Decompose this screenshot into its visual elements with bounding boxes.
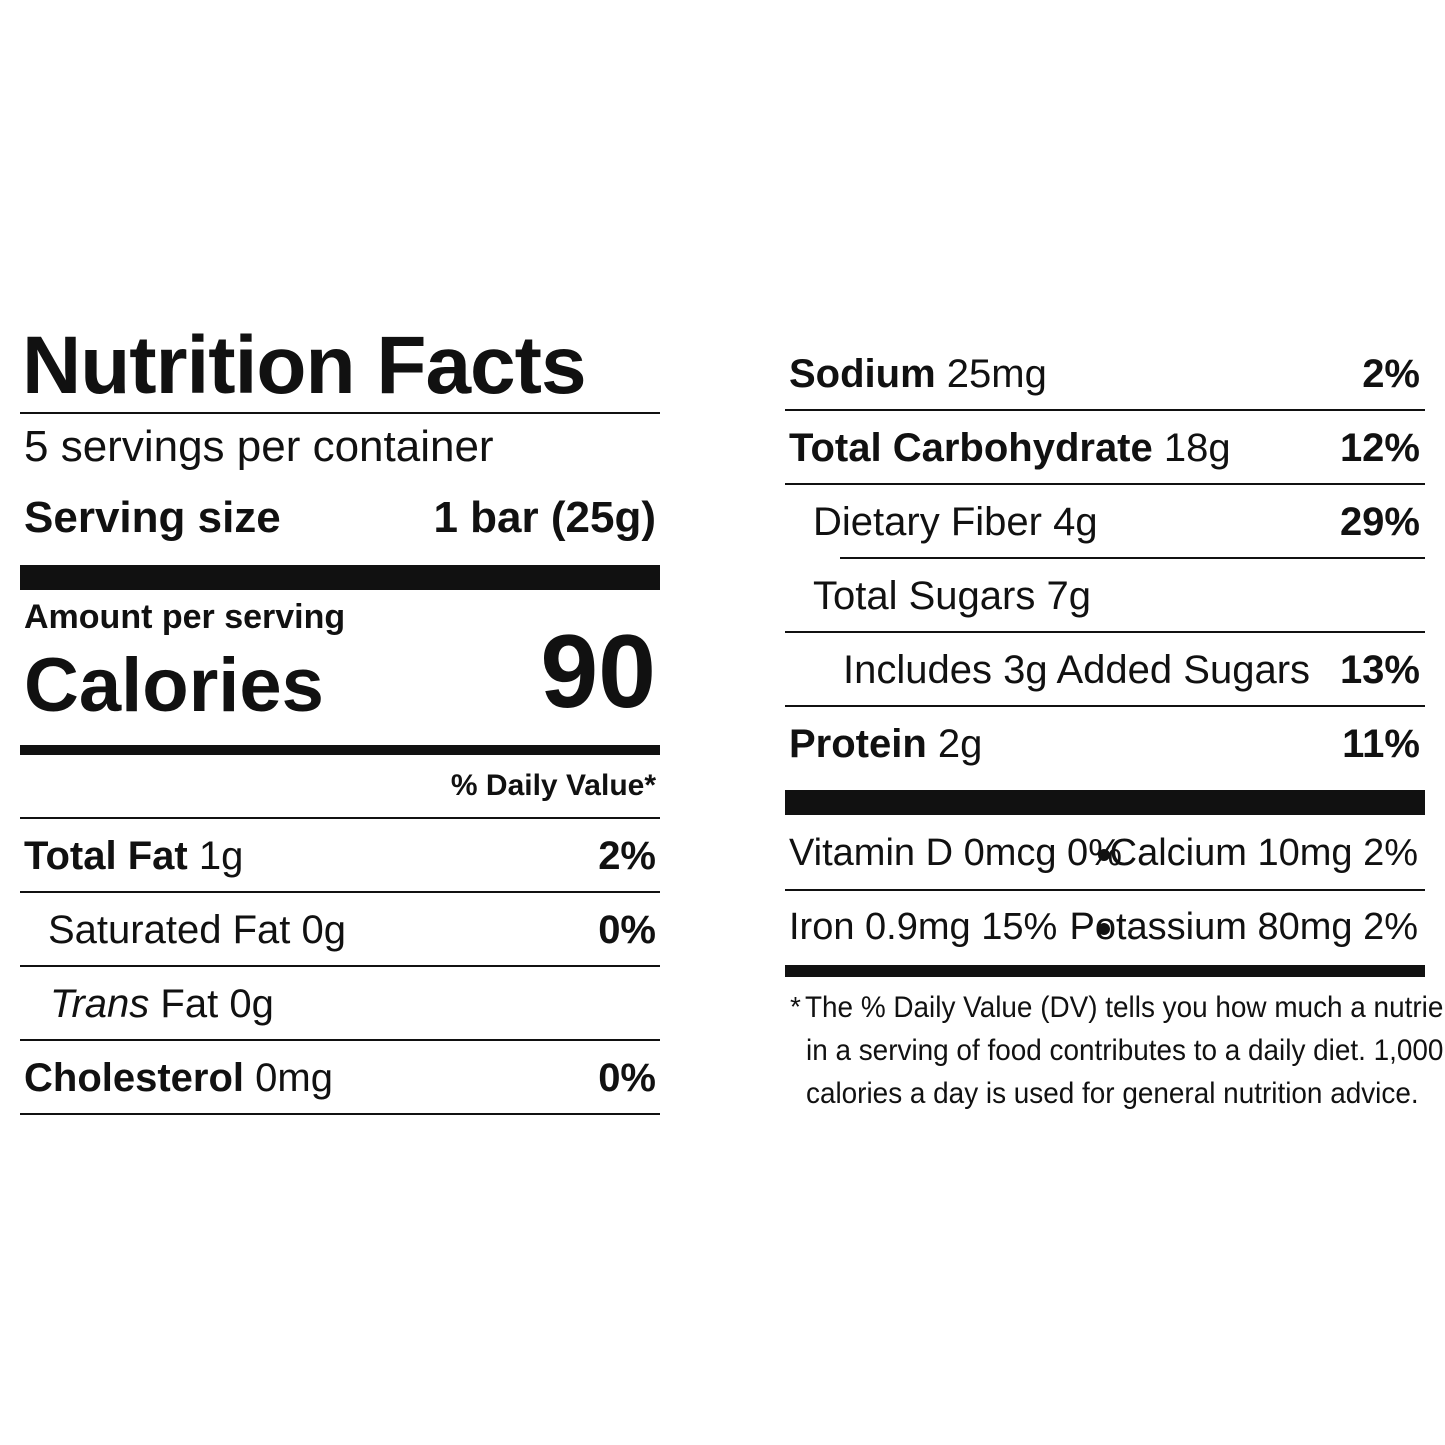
rule — [785, 965, 1425, 977]
nutrient-row: Dietary Fiber 4g 29% — [813, 502, 1420, 542]
nutrient-amount: 7g — [1046, 574, 1091, 618]
nutrient-name: Sodium 25mg — [789, 354, 1047, 394]
nutrient-name: Total Sugars 7g — [813, 576, 1091, 616]
nutrient-dv: 2% — [598, 834, 656, 878]
nutrient-row: Saturated Fat 0g 0% — [48, 910, 656, 950]
nutrient-name: Protein 2g — [789, 724, 982, 764]
nutrient-row: Total Sugars 7g — [813, 576, 1420, 616]
servings: 5 servings per container — [24, 422, 494, 471]
nutrient-amount: 4g — [1053, 500, 1098, 544]
nutrient-name: Total Fat 1g — [24, 836, 243, 876]
nutrient-amount: 0g — [229, 982, 274, 1026]
nutrient-row: Total Carbohydrate 18g 12% — [789, 428, 1420, 468]
nutrient-name-text: Total Fat — [24, 834, 188, 878]
dv-header: % Daily Value* — [450, 769, 656, 802]
footnote-marker: * — [790, 991, 801, 1022]
rule — [20, 745, 660, 755]
nutrient-amount: 2g — [937, 722, 983, 766]
vitamin: Calcium 10mg 2% — [1109, 832, 1418, 874]
nutrient-name: Cholesterol 0mg — [24, 1058, 333, 1098]
nutrient-dv: 0% — [598, 1056, 656, 1100]
nutrient-dv: 11% — [1342, 722, 1420, 766]
nutrient-amount: 25mg — [946, 352, 1047, 396]
rule — [785, 705, 1425, 707]
nutrient-amount: 1g — [198, 834, 244, 878]
nutrient-name-text: Total Carbohydrate — [789, 426, 1153, 470]
rule — [785, 409, 1425, 411]
nutrient-name: Includes 3g Added Sugars — [843, 650, 1310, 690]
nutrient-name-italic: Trans — [50, 982, 150, 1026]
vitamin: Iron 0.9mg 15% — [789, 906, 1058, 948]
nutrient-row: Protein 2g 11% — [789, 724, 1420, 764]
bullet — [1098, 923, 1110, 935]
nutrient-name-text: Sodium — [789, 352, 936, 396]
title: Nutrition Facts — [22, 320, 587, 411]
nutrient-amount: 18g — [1163, 426, 1231, 470]
calories-label: Calories — [24, 643, 324, 728]
nutrient-dv: 13% — [1339, 648, 1420, 692]
rule — [20, 965, 660, 967]
serving-size-label: Serving size — [24, 493, 281, 542]
nutrient-name: Trans Fat 0g — [50, 984, 274, 1024]
nutrient-row: Cholesterol 0mg 0% — [24, 1058, 656, 1098]
nutrient-name: Total Carbohydrate 18g — [789, 428, 1231, 468]
nutrient-name-text: Dietary Fiber — [813, 500, 1042, 544]
nutrient-name-text: Total Sugars — [813, 574, 1036, 618]
rule — [20, 565, 660, 590]
amount-per-serving: Amount per serving — [24, 598, 346, 636]
nutrient-row: Sodium 25mg 2% — [789, 354, 1420, 394]
nutrient-dv: 29% — [1339, 500, 1420, 544]
rule — [20, 412, 660, 414]
nutrient-amount: 0g — [301, 908, 347, 952]
rule — [785, 631, 1425, 633]
nutrient-name-text: Cholesterol — [24, 1056, 245, 1100]
rule — [20, 817, 660, 819]
vitamin: Potassium 80mg 2% — [1069, 906, 1419, 948]
rule — [785, 889, 1425, 891]
nutrient-name: Dietary Fiber 4g — [813, 502, 1098, 542]
nutrient-dv: 0% — [598, 908, 656, 952]
rule — [20, 891, 660, 893]
rule — [20, 1039, 660, 1041]
calories-value: 90 — [540, 614, 656, 730]
nutrient-name-text: Saturated Fat — [48, 908, 291, 952]
nutrient-name-text: Protein — [789, 722, 927, 766]
rule — [20, 1113, 660, 1115]
nutrient-amount: 0mg — [255, 1056, 333, 1100]
nutrient-dv: 12% — [1339, 426, 1420, 470]
nutrient-dv: 2% — [1362, 352, 1420, 396]
rule — [840, 557, 1425, 559]
footnote-line: in a serving of food contributes to a da… — [806, 1034, 1444, 1067]
rule — [785, 790, 1425, 815]
nutrient-row: Total Fat 1g 2% — [24, 836, 656, 876]
nutrient-name-text: Fat — [160, 982, 219, 1026]
footnote-line: calories a day is used for general nutri… — [806, 1077, 1419, 1110]
nutrient-row: Trans Fat 0g — [50, 984, 656, 1024]
nutrient-name: Saturated Fat 0g — [48, 910, 346, 950]
nutrient-row: Includes 3g Added Sugars 13% — [843, 650, 1420, 690]
nutrient-name-text: Includes 3g Added Sugars — [843, 648, 1311, 692]
rule — [785, 483, 1425, 485]
footnote-line: The % Daily Value (DV) tells you how muc… — [805, 991, 1445, 1024]
vitamin: Vitamin D 0mcg 0% — [789, 832, 1122, 874]
bullet — [1098, 849, 1110, 861]
serving-size-value: 1 bar (25g) — [433, 493, 656, 542]
